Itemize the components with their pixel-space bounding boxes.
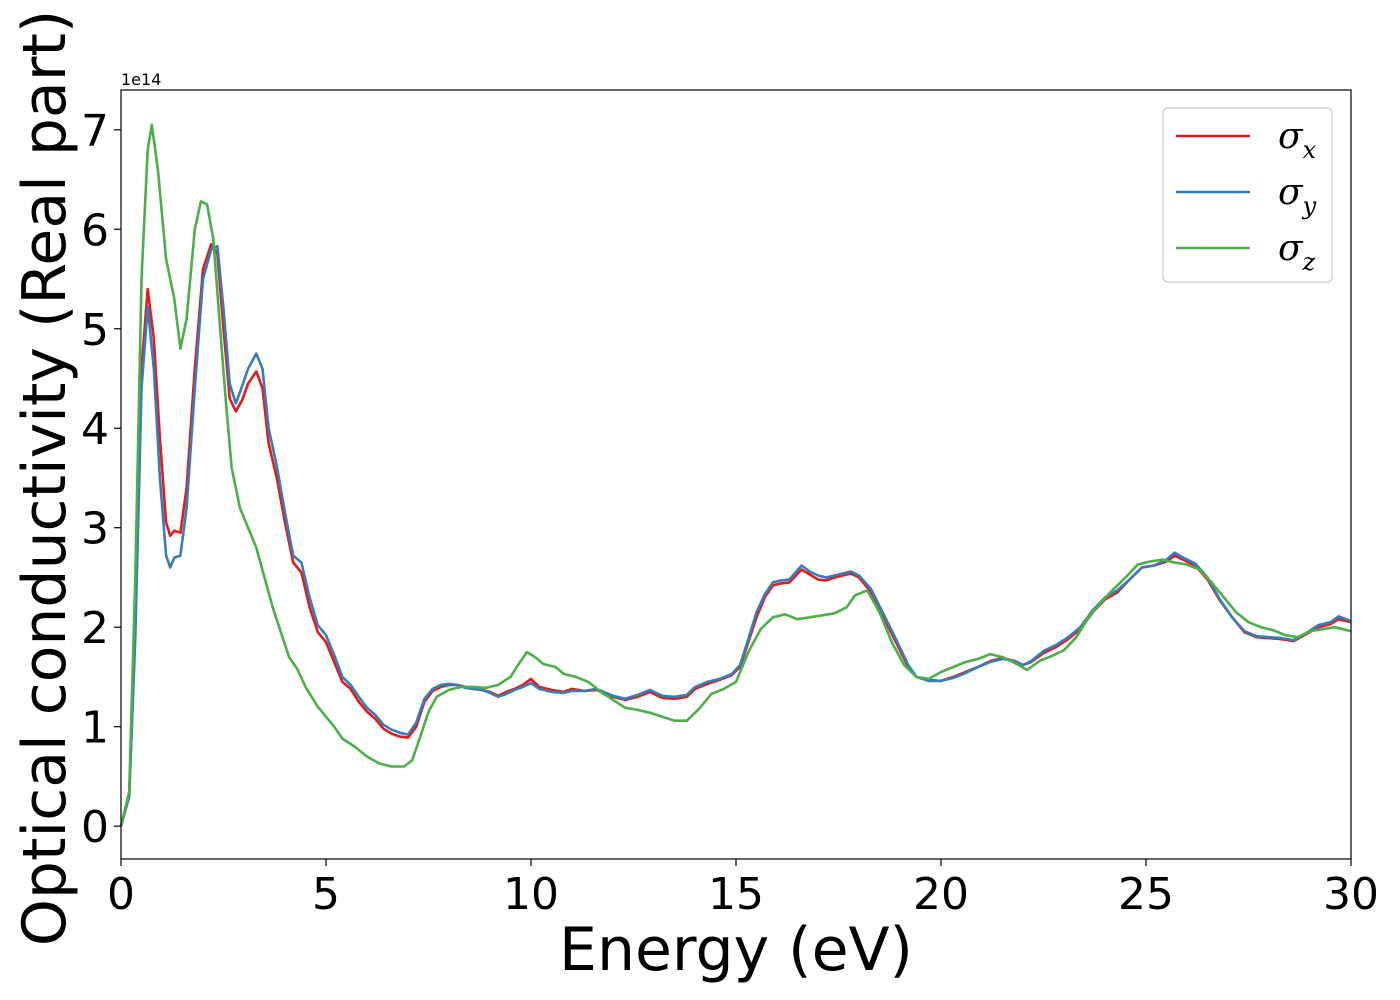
legend: σx σy σz <box>1162 107 1333 283</box>
y-tick-label: 2 <box>81 603 109 654</box>
x-tick-label: 25 <box>1118 869 1174 920</box>
y-tick-label: 1 <box>81 703 109 754</box>
series-layer <box>119 123 1352 827</box>
x-axis-ticks: 0 5 10 15 20 25 30 <box>107 859 1379 920</box>
legend-label-z: σz <box>1278 228 1316 276</box>
legend-label-y: σy <box>1278 172 1317 220</box>
x-tick-label: 0 <box>107 869 135 920</box>
y-tick-label: 0 <box>81 802 109 853</box>
y-tick-label: 6 <box>81 205 109 256</box>
legend-box <box>1162 107 1333 283</box>
plot-background <box>121 90 1351 859</box>
x-tick-label: 10 <box>503 869 559 920</box>
x-tick-label: 20 <box>913 869 969 920</box>
x-tick-label: 5 <box>312 869 340 920</box>
x-tick-label: 15 <box>708 869 764 920</box>
legend-label-x: σx <box>1278 116 1317 164</box>
y-tick-label: 4 <box>81 404 109 455</box>
y-tick-label: 7 <box>81 106 109 157</box>
y-axis-ticks: 0 1 2 3 4 5 6 7 <box>81 106 121 853</box>
y-tick-label: 5 <box>81 305 109 356</box>
y-tick-label: 3 <box>81 504 109 555</box>
y-multiplier-label: 1e14 <box>121 70 161 89</box>
x-tick-label: 30 <box>1323 869 1379 920</box>
x-axis-label: Energy (eV) <box>559 915 913 985</box>
series-line-z <box>119 123 1352 827</box>
y-axis-label: Optical conductivity (Real part) <box>10 10 80 947</box>
